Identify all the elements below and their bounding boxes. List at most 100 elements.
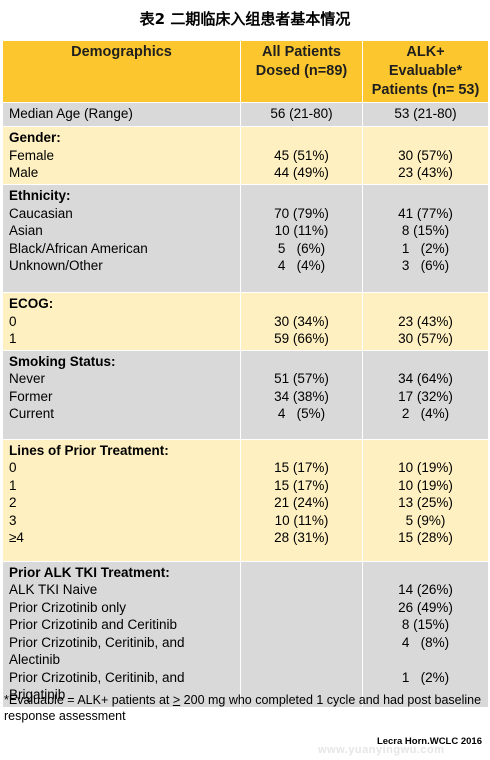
footnote-text-after: 200 mg who completed 1 cycle and had pos… [4,693,482,723]
value-text: 34 (38%) [274,388,329,404]
spacer [247,442,356,460]
table-row: Median Age (Range) 56 (21-80) 53 (21-80) [2,102,489,127]
footnote-ge-symbol: > [172,693,181,707]
row-label-cell: Prior ALK TKI Treatment: ALK TKI Naive Pri… [2,560,241,708]
section-title: Smoking Status: [9,353,116,369]
value-text: 30 (34%) [274,313,329,329]
row-item-label: Female [9,147,55,163]
section-title: Lines of Prior Treatment: [9,442,169,458]
value-text: 28 (31%) [274,530,329,545]
value-text: 30 (57%) [398,147,453,163]
all-patients-cell [240,560,363,708]
row-item-label: ALK TKI Naive [9,582,98,597]
value-text: 1 (2%) [401,240,450,256]
spacer [247,353,356,371]
row-label-cell: Median Age (Range) [2,102,241,127]
value-text: 5 (9%) [405,512,446,528]
value-text: 4 (4%) [277,258,326,273]
table-row: Smoking Status: Never Former Current 51 (57… [2,349,489,440]
value-text: 45 (51%) [274,147,329,163]
value-text: 56 (21-80) [270,106,333,121]
value-text: 21 (24%) [274,495,329,510]
row-item-label: 0 [9,460,17,475]
value-text: 8 (15%) [401,617,450,632]
value-text: 26 (49%) [398,599,453,615]
value-text: 70 (79%) [274,205,329,221]
table-row: Lines of Prior Treatment: 0 1 2 3 ≥4 15 (17%)… [2,438,489,562]
row-label-cell: ECOG: 0 1 [2,292,241,351]
row-item-label: Unknown/Other [9,258,103,273]
table-title: 表2 二期临床入组患者基本情况 [139,10,351,28]
spacer [369,187,482,205]
row-item-label: Prior Crizotinib and Ceritinib [9,617,178,632]
row-item-label: ≥4 [9,530,24,545]
row-item-label: Male [9,165,39,180]
section-title: Gender: [9,130,61,145]
row-label-cell: Ethnicity: Caucasian Asian Black/African Am… [2,184,241,293]
spacer [247,564,356,582]
row-item-label: 1 [9,477,17,493]
source-credit: Lecra Horn.WCLC 2016 [376,736,482,747]
table-row: Ethnicity: Caucasian Asian Black/African Am… [2,184,489,293]
value-text: 53 (21-80) [394,106,457,121]
value-text: 10 (11%) [274,223,329,238]
value-text: 1 (2%) [401,669,450,685]
value-text: 10 (19%) [398,460,453,475]
value-text: 15 (28%) [398,530,453,545]
row-label-cell: Lines of Prior Treatment: 0 1 2 3 ≥4 [2,438,241,562]
value-text: 4 (5%) [277,406,326,421]
alk-evaluable-cell: 10 (19%) 10 (19%) 13 (25%) 5 (9%) 15 (28%) [362,438,489,562]
row-item-label: Prior Crizotinib, Ceritinib, and Brigati… [9,669,185,703]
alk-evaluable-cell: 30 (57%) 23 (43%) [362,126,489,185]
section-title: Ethnicity: [9,188,71,203]
row-label-cell: Smoking Status: Never Former Current [2,349,241,440]
value-text: 5 (6%) [277,240,326,256]
row-item-label: Black/African American [9,240,148,256]
spacer [369,129,482,147]
value-text: 23 (43%) [398,313,453,329]
alk-evaluable-cell: 14 (26%) 26 (49%) 8 (15%) 4 (8%) 1 (2%) [362,560,489,708]
row-item-label: Never [9,371,46,386]
alk-evaluable-cell: 53 (21-80) [362,102,489,127]
row-item-label: Asian [9,223,43,238]
value-text: 4 (8%) [401,634,450,650]
row-item-label: Current [9,406,55,421]
value-text: 14 (26%) [398,582,453,597]
value-text: 13 (25%) [398,495,453,510]
value-text: 3 (6%) [401,258,450,273]
value-text: 17 (32%) [398,388,453,404]
header-all-patients: All Patients Dosed (n=89) [240,40,363,103]
table-row: ECOG: 0 1 30 (34%) 59 (66%) 23 (43%) 30 (57%… [2,292,489,351]
row-item-label: Caucasian [9,205,73,221]
value-text: 51 (57%) [274,371,329,386]
alk-evaluable-cell: 34 (64%) 17 (32%) 2 (4%) [362,349,489,440]
all-patients-cell: 51 (57%) 34 (38%) 4 (5%) [240,349,363,440]
value-text: 59 (66%) [274,331,329,346]
all-patients-cell: 15 (17%) 15 (17%) 21 (24%) 10 (11%) 28 (31%) [240,438,363,562]
spacer [369,564,482,582]
all-patients-cell: 45 (51%) 44 (49%) [240,126,363,185]
value-text: 23 (43%) [398,165,453,180]
footnote-text-before: *Evaluable = ALK+ patients at [4,693,173,707]
value-text: 8 (15%) [401,223,450,238]
row-item-label: 0 [9,313,17,329]
spacer [247,187,356,205]
alk-evaluable-cell: 23 (43%) 30 (57%) [362,292,489,351]
spacer [247,129,356,147]
alk-evaluable-cell: 41 (77%) 8 (15%) 1 (2%) 3 (6%) [362,184,489,293]
table-row: Prior ALK TKI Treatment: ALK TKI Naive Pri… [2,560,489,708]
footnote: *Evaluable = ALK+ patients at > 200 mg w… [4,692,486,724]
value-text: 30 (57%) [398,331,453,346]
row-item-label: Former [9,388,53,404]
spacer [369,295,482,313]
section-title: Prior ALK TKI Treatment: [9,564,170,580]
spacer [247,295,356,313]
row-item-label: 2 [9,495,17,510]
row-item-label: Prior Crizotinib only [9,599,127,615]
value-text: 44 (49%) [274,165,329,180]
value-text: 10 (19%) [398,477,453,493]
watermark-text: www.yuanyingwu.com [318,744,445,756]
value-text: 15 (17%) [274,460,329,475]
value-text: 34 (64%) [398,371,453,386]
value-text: 10 (11%) [274,512,329,528]
